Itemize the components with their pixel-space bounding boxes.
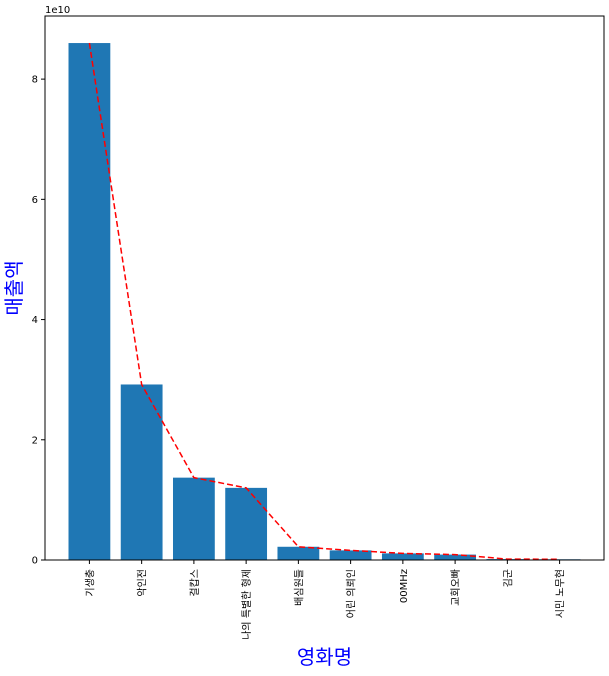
x-tick-label: 시민 노무현 [555,569,567,618]
x-tick-label: 00MHz [399,569,410,603]
y-tick-label: 0 [32,556,38,567]
trend-line [88,42,560,561]
y-axis-label: 매출액 [2,260,26,315]
x-axis: 기생충 악인전 걸캅스 나의 특별한 형제 배심원들 어린 의뢰인 00MHz 교회오빠 김군 시… [84,560,567,640]
x-tick-label: 악인전 [137,569,149,597]
x-tick-label: 배심원들 [293,569,305,606]
y-tick-label: 6 [32,195,38,206]
bar-2 [172,477,215,560]
y-axis-offset-label: 1e10 [45,5,70,16]
x-tick-label: 걸캅스 [188,569,201,597]
x-tick-label: 나의 특별한 형제 [241,569,253,640]
bars-layer [68,43,581,560]
y-tick-label: 2 [32,435,38,446]
x-tick-label: 김군 [502,569,514,587]
bar-0 [68,43,111,560]
plot-frame [44,15,605,561]
x-tick-label: 교회오빠 [450,569,462,606]
bar-3 [225,487,268,560]
bar-6 [381,553,424,560]
trend-line-layer [88,42,560,561]
bar-5 [329,550,372,560]
x-tick-label: 기생충 [84,569,96,597]
x-tick-label: 어린 의뢰인 [346,569,358,618]
y-tick-label: 4 [32,315,38,326]
y-axis: 0 2 4 6 8 [32,75,45,567]
bar-1 [120,384,163,560]
bar-7 [434,554,477,560]
bar-4 [277,546,320,560]
y-tick-label: 8 [32,75,38,86]
x-axis-label: 영화명 [297,645,352,669]
